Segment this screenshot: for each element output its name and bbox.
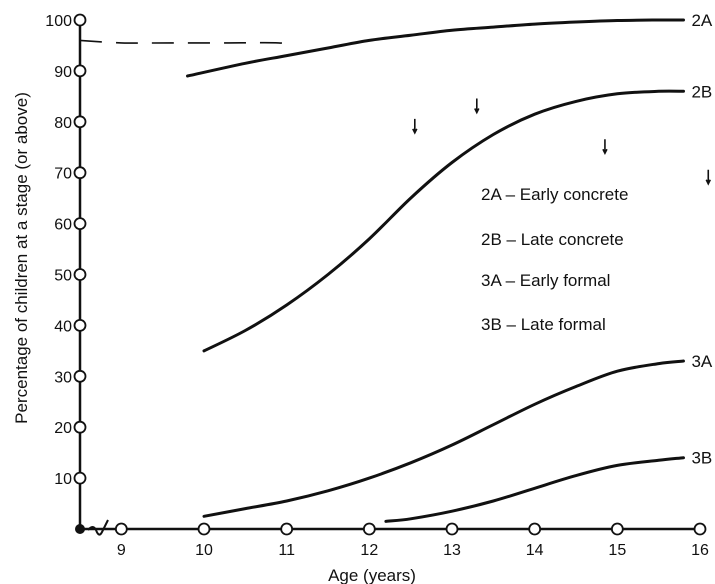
series-end-label-2a: 2A xyxy=(691,11,712,30)
series-end-label-3b: 3B xyxy=(691,449,712,468)
arrow-marker xyxy=(705,169,711,186)
y-tick-marker xyxy=(73,64,87,78)
x-tick-marker xyxy=(693,522,707,536)
x-tick-label: 12 xyxy=(360,542,378,559)
series-end-label-2b: 2B xyxy=(691,82,712,101)
arrow-marker xyxy=(602,139,608,156)
y-axis-title: Percentage of children at a stage (or ab… xyxy=(12,92,31,424)
x-tick-label: 13 xyxy=(443,542,461,559)
y-tick-label: 40 xyxy=(54,318,72,335)
y-tick-marker xyxy=(73,369,87,383)
x-tick-label: 9 xyxy=(117,542,126,559)
y-tick-group: 10 20 30 40 50 60 70 80 90 100 xyxy=(45,13,87,488)
y-tick-marker xyxy=(73,471,87,485)
y-tick-label: 30 xyxy=(54,369,72,386)
x-tick-marker xyxy=(528,522,542,536)
x-tick-marker xyxy=(280,522,294,536)
y-tick-marker xyxy=(73,217,87,231)
y-tick-marker xyxy=(73,420,87,434)
x-tick-marker xyxy=(197,522,211,536)
series-end-label-3a: 3A xyxy=(691,352,712,371)
series-line-2a xyxy=(186,18,685,78)
arrow-marker xyxy=(412,118,418,135)
x-tick-marker xyxy=(114,522,128,536)
legend-entry-3a: 3A – Early formal xyxy=(481,271,610,290)
y-tick-marker xyxy=(73,13,87,27)
y-tick-label: 60 xyxy=(54,217,72,234)
legend-entry-3b: 3B – Late formal xyxy=(481,315,606,334)
origin-dot xyxy=(75,524,85,534)
y-tick-label: 100 xyxy=(45,13,72,30)
x-tick-label: 15 xyxy=(608,542,626,559)
y-tick-label: 10 xyxy=(54,471,72,488)
y-tick-marker xyxy=(73,166,87,180)
legend-entry-2b: 2B – Late concrete xyxy=(481,230,624,249)
dashed-reference-path xyxy=(79,39,296,47)
x-tick-marker xyxy=(445,522,459,536)
arrow-markers xyxy=(412,98,711,186)
y-tick-label: 90 xyxy=(54,64,72,81)
legend-entry-2a: 2A – Early concrete xyxy=(481,185,628,204)
x-tick-group: 9 10 11 12 13 14 15 16 xyxy=(114,522,709,559)
series-group: 2A 2B 3A 3B xyxy=(186,11,713,523)
arrow-marker xyxy=(474,98,480,115)
y-tick-label: 70 xyxy=(54,166,72,183)
series-line-3a xyxy=(202,359,685,518)
y-tick-marker xyxy=(73,268,87,281)
x-tick-marker xyxy=(610,522,624,536)
x-tick-label: 11 xyxy=(278,542,295,559)
x-tick-label: 10 xyxy=(195,542,213,559)
series-line-2b xyxy=(202,89,685,353)
y-tick-label: 50 xyxy=(54,268,72,285)
legend: 2A – Early concrete 2B – Late concrete 3… xyxy=(481,185,628,334)
x-tick-marker xyxy=(362,522,376,536)
x-tick-label: 16 xyxy=(691,542,709,559)
y-tick-label: 20 xyxy=(54,420,72,437)
y-tick-marker xyxy=(73,115,87,129)
series-line-3b xyxy=(384,456,685,523)
dashed-reference-line xyxy=(79,39,296,47)
y-tick-label: 80 xyxy=(54,115,72,132)
axis-break-mark xyxy=(87,519,109,536)
y-tick-marker xyxy=(73,318,87,332)
x-tick-label: 14 xyxy=(526,542,544,559)
x-axis-title: Age (years) xyxy=(328,566,416,584)
